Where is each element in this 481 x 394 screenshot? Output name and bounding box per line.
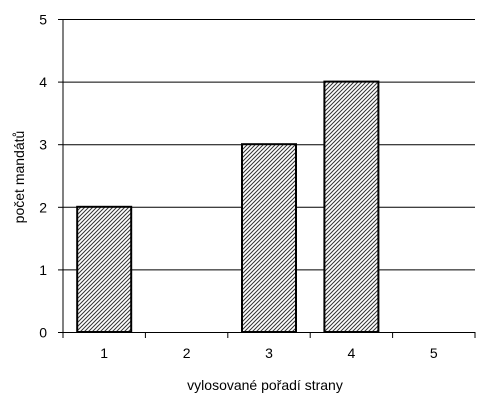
y-tick-label-1: 1 — [39, 262, 47, 278]
x-tick-label-5: 5 — [430, 345, 438, 361]
x-tick-label-1: 1 — [100, 345, 108, 361]
x-axis-title: vylosované pořadí strany — [187, 377, 343, 393]
y-axis-title: počet mandátů — [11, 131, 27, 224]
bar-1 — [76, 205, 133, 333]
x-tick-label-4: 4 — [348, 345, 356, 361]
y-tick-label-5: 5 — [39, 12, 47, 28]
y-tick-label-4: 4 — [39, 74, 47, 90]
axes — [58, 19, 476, 338]
y-tick-label-2: 2 — [39, 199, 47, 215]
bar-3 — [241, 143, 297, 333]
y-tick-label-0: 0 — [39, 325, 47, 341]
bar-4 — [323, 80, 380, 333]
x-tick-label-3: 3 — [265, 345, 273, 361]
tick-labels: 0 1 2 3 4 5 1 2 3 4 5 — [39, 12, 438, 362]
x-tick-label-2: 2 — [183, 345, 191, 361]
bars — [76, 80, 380, 333]
y-tick-label-3: 3 — [39, 137, 47, 153]
